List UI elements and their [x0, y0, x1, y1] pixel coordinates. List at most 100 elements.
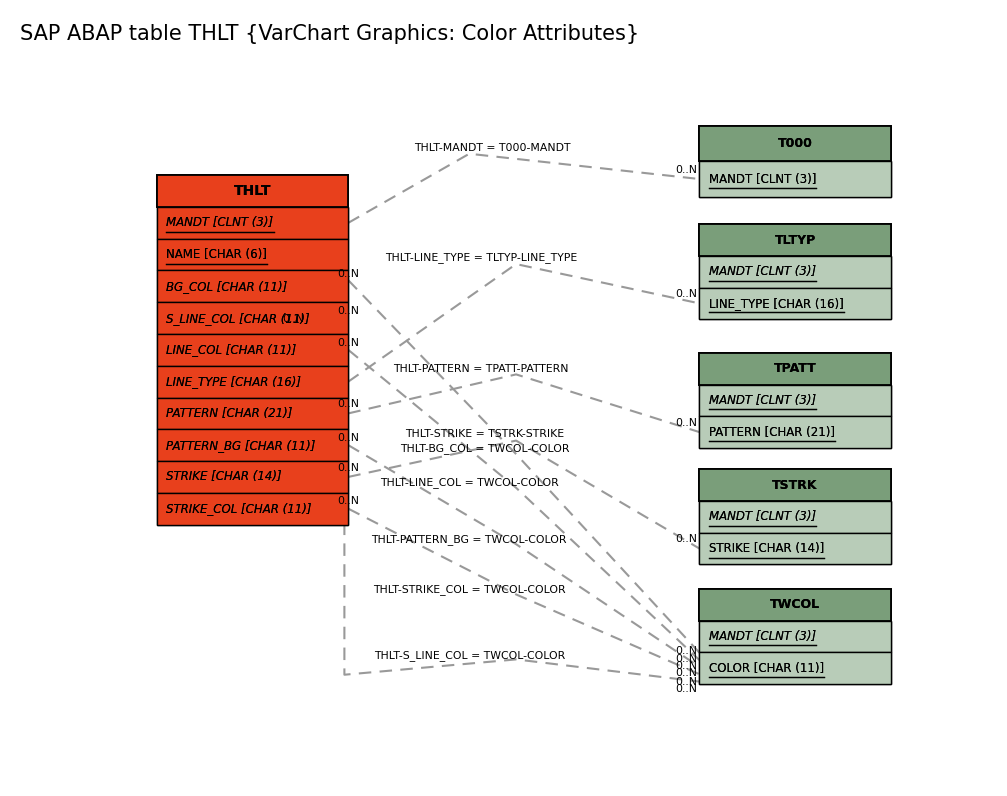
Text: MANDT [CLNT (3)]: MANDT [CLNT (3)]: [709, 265, 816, 279]
Bar: [157, 429, 348, 461]
Text: MANDT [CLNT (3)]: MANDT [CLNT (3)]: [709, 510, 816, 524]
Text: STRIKE_COL [CHAR (11)]: STRIKE_COL [CHAR (11)]: [166, 502, 312, 515]
Bar: [157, 493, 348, 525]
Bar: [157, 397, 348, 429]
Bar: [700, 287, 890, 319]
Bar: [157, 302, 348, 334]
Text: THLT-STRIKE = TSTRK-STRIKE: THLT-STRIKE = TSTRK-STRIKE: [405, 430, 565, 439]
Bar: [157, 239, 348, 271]
Bar: [157, 461, 348, 493]
Bar: [157, 271, 348, 302]
Text: LINE_TYPE [CHAR (16)]: LINE_TYPE [CHAR (16)]: [166, 375, 301, 388]
Bar: [700, 470, 890, 501]
Text: 0..N: 0..N: [337, 269, 359, 279]
Text: 0..N: 0..N: [337, 306, 359, 316]
Text: MANDT [CLNT (3)]: MANDT [CLNT (3)]: [709, 173, 817, 185]
Bar: [157, 175, 348, 207]
Bar: [700, 384, 890, 416]
Text: MANDT [CLNT (3)]: MANDT [CLNT (3)]: [709, 394, 816, 407]
Bar: [700, 416, 890, 448]
Bar: [700, 256, 890, 287]
Text: MANDT [CLNT (3)]: MANDT [CLNT (3)]: [709, 173, 817, 185]
Text: 0..N: 0..N: [337, 497, 359, 506]
Text: 0..N: 0..N: [676, 684, 697, 694]
Bar: [700, 353, 890, 384]
Text: THLT-PATTERN_BG = TWCOL-COLOR: THLT-PATTERN_BG = TWCOL-COLOR: [372, 534, 567, 544]
Text: 0..N: 0..N: [337, 400, 359, 409]
Bar: [157, 429, 348, 461]
Bar: [700, 384, 890, 416]
Text: LINE_TYPE [CHAR (16)]: LINE_TYPE [CHAR (16)]: [166, 375, 301, 388]
Bar: [700, 652, 890, 684]
Bar: [157, 334, 348, 365]
Bar: [157, 207, 348, 239]
Bar: [157, 493, 348, 525]
Text: STRIKE_COL [CHAR (11)]: STRIKE_COL [CHAR (11)]: [166, 502, 312, 515]
Text: PATTERN [CHAR (21)]: PATTERN [CHAR (21)]: [166, 407, 293, 420]
Text: THLT-MANDT = T000-MANDT: THLT-MANDT = T000-MANDT: [415, 142, 571, 153]
Text: STRIKE [CHAR (14)]: STRIKE [CHAR (14)]: [709, 542, 824, 555]
Text: T000: T000: [777, 137, 813, 150]
Bar: [157, 239, 348, 271]
Text: 0..N: 0..N: [337, 338, 359, 348]
Bar: [700, 589, 890, 621]
Bar: [700, 416, 890, 448]
Text: LINE_TYPE [CHAR (16)]: LINE_TYPE [CHAR (16)]: [709, 297, 844, 310]
Text: PATTERN [CHAR (21)]: PATTERN [CHAR (21)]: [709, 426, 835, 439]
Text: COLOR [CHAR (11)]: COLOR [CHAR (11)]: [709, 661, 824, 674]
Text: THLT-STRIKE_COL = TWCOL-COLOR: THLT-STRIKE_COL = TWCOL-COLOR: [373, 584, 566, 595]
Text: 0..N: 0..N: [676, 165, 697, 175]
Bar: [157, 397, 348, 429]
Text: TWCOL: TWCOL: [770, 599, 820, 611]
Text: MANDT [CLNT (3)]: MANDT [CLNT (3)]: [709, 630, 816, 643]
Text: PATTERN [CHAR (21)]: PATTERN [CHAR (21)]: [709, 426, 835, 439]
Text: THLT-BG_COL = TWCOL-COLOR: THLT-BG_COL = TWCOL-COLOR: [400, 443, 570, 454]
Bar: [700, 652, 890, 684]
Text: MANDT [CLNT (3)]: MANDT [CLNT (3)]: [166, 217, 274, 229]
Text: 0..N: 0..N: [283, 314, 305, 324]
Text: 0..N: 0..N: [676, 646, 697, 656]
Text: TPATT: TPATT: [773, 362, 817, 375]
Text: BG_COL [CHAR (11)]: BG_COL [CHAR (11)]: [166, 280, 288, 293]
Bar: [157, 366, 348, 397]
Text: S_LINE_COL [CHAR (11)]: S_LINE_COL [CHAR (11)]: [166, 311, 310, 325]
Bar: [700, 533, 890, 564]
Text: STRIKE [CHAR (14)]: STRIKE [CHAR (14)]: [709, 542, 824, 555]
Text: 0..N: 0..N: [676, 534, 697, 544]
Text: THLT-PATTERN = TPATT-PATTERN: THLT-PATTERN = TPATT-PATTERN: [393, 365, 569, 374]
Bar: [700, 127, 890, 162]
Text: PATTERN_BG [CHAR (11)]: PATTERN_BG [CHAR (11)]: [166, 439, 316, 451]
Text: TLTYP: TLTYP: [774, 233, 816, 247]
Text: LINE_TYPE [CHAR (16)]: LINE_TYPE [CHAR (16)]: [709, 297, 844, 310]
Text: TWCOL: TWCOL: [770, 599, 820, 611]
Text: STRIKE [CHAR (14)]: STRIKE [CHAR (14)]: [166, 470, 282, 483]
Bar: [157, 175, 348, 207]
Text: THLT-LINE_COL = TWCOL-COLOR: THLT-LINE_COL = TWCOL-COLOR: [380, 478, 559, 488]
Text: NAME [CHAR (6)]: NAME [CHAR (6)]: [166, 248, 267, 261]
Bar: [700, 127, 890, 162]
Bar: [700, 162, 890, 197]
Text: THLT: THLT: [234, 184, 272, 198]
Text: TPATT: TPATT: [773, 362, 817, 375]
Text: PATTERN_BG [CHAR (11)]: PATTERN_BG [CHAR (11)]: [166, 439, 316, 451]
Bar: [700, 162, 890, 197]
Text: THLT-LINE_TYPE = TLTYP-LINE_TYPE: THLT-LINE_TYPE = TLTYP-LINE_TYPE: [385, 252, 577, 263]
Text: 0..N: 0..N: [676, 418, 697, 428]
Bar: [700, 501, 890, 533]
Bar: [157, 461, 348, 493]
Text: STRIKE [CHAR (14)]: STRIKE [CHAR (14)]: [166, 470, 282, 483]
Text: 0..N: 0..N: [337, 433, 359, 443]
Text: MANDT [CLNT (3)]: MANDT [CLNT (3)]: [709, 265, 816, 279]
Text: 0..N: 0..N: [676, 654, 697, 664]
Text: PATTERN [CHAR (21)]: PATTERN [CHAR (21)]: [166, 407, 293, 420]
Text: COLOR [CHAR (11)]: COLOR [CHAR (11)]: [709, 661, 824, 674]
Bar: [157, 334, 348, 365]
Bar: [700, 224, 890, 256]
Text: MANDT [CLNT (3)]: MANDT [CLNT (3)]: [709, 510, 816, 524]
Text: THLT-S_LINE_COL = TWCOL-COLOR: THLT-S_LINE_COL = TWCOL-COLOR: [374, 650, 565, 661]
Bar: [700, 621, 890, 652]
Text: NAME [CHAR (6)]: NAME [CHAR (6)]: [166, 248, 267, 261]
Text: MANDT [CLNT (3)]: MANDT [CLNT (3)]: [166, 217, 274, 229]
Text: 0..N: 0..N: [676, 668, 697, 678]
Text: SAP ABAP table THLT {VarChart Graphics: Color Attributes}: SAP ABAP table THLT {VarChart Graphics: …: [20, 24, 639, 44]
